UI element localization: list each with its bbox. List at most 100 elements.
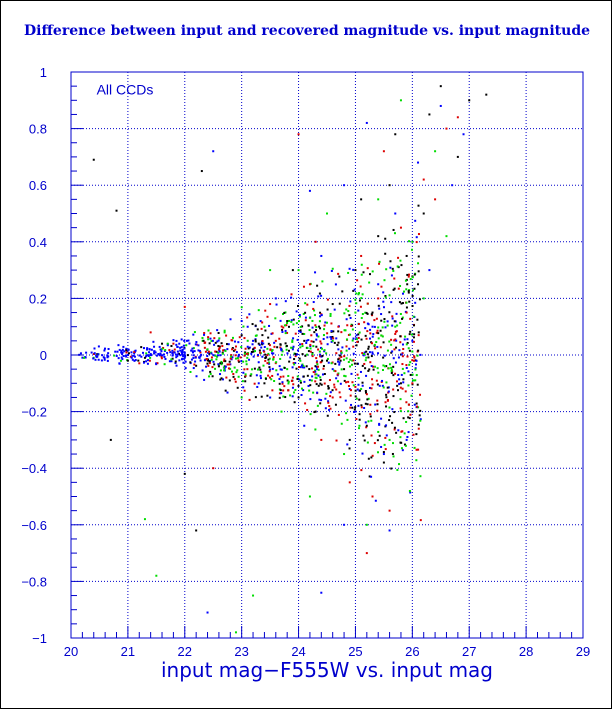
cloud-point bbox=[122, 345, 125, 348]
y-tick-label: 1 bbox=[40, 65, 47, 80]
cloud-point bbox=[130, 351, 133, 354]
scatter-point bbox=[291, 269, 294, 272]
cloud-point bbox=[158, 354, 161, 357]
cloud-point bbox=[407, 370, 410, 373]
scatter-point bbox=[399, 226, 402, 229]
cloud-point bbox=[299, 379, 302, 382]
cloud-point bbox=[399, 398, 402, 401]
cloud-point bbox=[407, 291, 410, 294]
cloud-point bbox=[345, 318, 348, 321]
cloud-point bbox=[266, 354, 269, 357]
cloud-point bbox=[194, 356, 197, 359]
cloud-point bbox=[175, 364, 178, 367]
cloud-point bbox=[173, 348, 176, 351]
cloud-point bbox=[380, 380, 383, 383]
cloud-point bbox=[240, 306, 243, 309]
cloud-point bbox=[184, 360, 187, 363]
cloud-point bbox=[345, 357, 348, 360]
cloud-point bbox=[319, 382, 322, 385]
cloud-point bbox=[392, 288, 395, 291]
cloud-point bbox=[327, 401, 330, 404]
cloud-point bbox=[392, 357, 395, 360]
cloud-point bbox=[295, 322, 298, 325]
cloud-point bbox=[333, 386, 336, 389]
cloud-point bbox=[187, 339, 190, 342]
cloud-point bbox=[364, 402, 367, 405]
cloud-point bbox=[378, 384, 381, 387]
cloud-point bbox=[232, 372, 235, 375]
scatter-point bbox=[274, 339, 277, 342]
cloud-point bbox=[316, 284, 319, 287]
cloud-point bbox=[337, 341, 340, 344]
cloud-point bbox=[302, 312, 305, 315]
scatter-point bbox=[456, 116, 459, 119]
cloud-point bbox=[314, 373, 317, 376]
scatter-point bbox=[320, 591, 323, 594]
cloud-point bbox=[299, 346, 302, 349]
cloud-point bbox=[404, 279, 407, 282]
cloud-point bbox=[315, 361, 318, 364]
cloud-point bbox=[209, 332, 212, 335]
cloud-point bbox=[315, 338, 318, 341]
cloud-point bbox=[340, 355, 343, 358]
cloud-point bbox=[301, 345, 304, 348]
cloud-point bbox=[199, 359, 202, 362]
cloud-point bbox=[312, 307, 315, 310]
cloud-point bbox=[185, 344, 188, 347]
cloud-point bbox=[304, 302, 307, 305]
cloud-point bbox=[180, 358, 183, 361]
cloud-point bbox=[407, 347, 410, 350]
cloud-point bbox=[293, 358, 296, 361]
cloud-point bbox=[259, 377, 262, 380]
cloud-point bbox=[267, 358, 270, 361]
scatter-point bbox=[365, 424, 368, 427]
axis-ticks bbox=[70, 71, 584, 639]
cloud-point bbox=[348, 314, 351, 317]
cloud-point bbox=[233, 378, 236, 381]
cloud-point bbox=[400, 430, 403, 433]
cloud-point bbox=[419, 393, 422, 396]
cloud-point bbox=[210, 340, 213, 343]
cloud-point bbox=[297, 384, 300, 387]
cloud-point bbox=[370, 341, 373, 344]
cloud-point bbox=[142, 361, 145, 364]
cloud-point bbox=[311, 353, 314, 356]
cloud-point bbox=[271, 374, 274, 377]
cloud-point bbox=[147, 354, 150, 357]
cloud-point bbox=[380, 334, 383, 337]
cloud-point bbox=[223, 359, 226, 362]
x-tick-label: 28 bbox=[519, 644, 533, 659]
cloud-point bbox=[298, 315, 301, 318]
cloud-point bbox=[365, 350, 368, 353]
cloud-point bbox=[402, 417, 405, 420]
cloud-point bbox=[333, 369, 336, 372]
cloud-point bbox=[411, 359, 414, 362]
cloud-point bbox=[408, 349, 411, 352]
cloud-point bbox=[258, 343, 261, 346]
cloud-point bbox=[93, 347, 96, 350]
cloud-point bbox=[415, 433, 418, 436]
cloud-point bbox=[266, 394, 269, 397]
cloud-point bbox=[271, 367, 274, 370]
cloud-point bbox=[269, 396, 272, 399]
cloud-point bbox=[275, 303, 278, 306]
cloud-point bbox=[291, 340, 294, 343]
cloud-point bbox=[379, 329, 382, 332]
cloud-point bbox=[417, 423, 420, 426]
cloud-point bbox=[120, 350, 123, 353]
cloud-point bbox=[207, 351, 210, 354]
scatter-point bbox=[183, 356, 186, 359]
cloud-point bbox=[332, 330, 335, 333]
cloud-point bbox=[393, 287, 396, 290]
cloud-point bbox=[230, 354, 233, 357]
cloud-point bbox=[370, 387, 373, 390]
cloud-point bbox=[327, 361, 330, 364]
cloud-point bbox=[290, 319, 293, 322]
scatter-point bbox=[405, 254, 408, 257]
cloud-point bbox=[364, 334, 367, 337]
cloud-point bbox=[386, 399, 389, 402]
cloud-point bbox=[93, 352, 96, 355]
cloud-point bbox=[405, 306, 408, 309]
scatter-point bbox=[252, 594, 255, 597]
cloud-point bbox=[102, 356, 105, 359]
